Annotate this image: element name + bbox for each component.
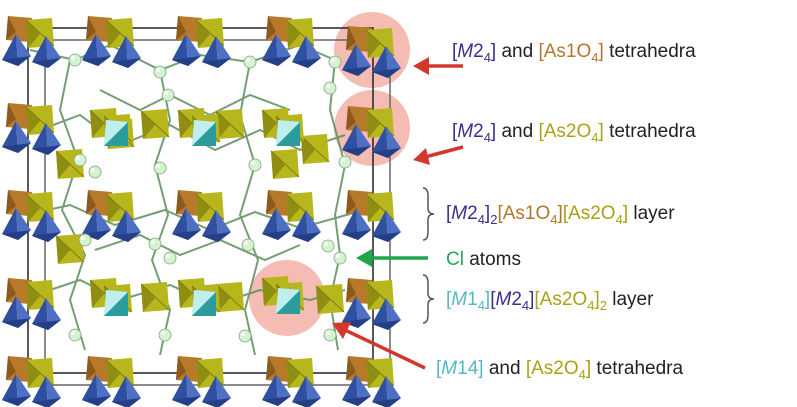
arrow-row6 [332,322,426,370]
brace-row5 [422,274,435,324]
legend-labels: [M24] and [As1O4] tetrahedra [M24] and [… [436,41,696,382]
label-row2: [M24] and [As2O4] tetrahedra [452,121,696,145]
arrow-row1 [413,57,463,75]
arrow-row2 [413,145,464,165]
label-row5: [M14][M24][As2O4]2 layer [446,289,654,313]
label-row6: [M14] and [As2O4] tetrahedra [436,358,683,382]
label-row3: [M24]2[As1O4][As2O4] layer [446,203,675,227]
annotation-arrows [332,57,464,370]
label-row4: Cl atoms [446,249,521,270]
arrow-cl [356,249,428,267]
layer-braces [422,187,435,324]
brace-row3 [422,187,435,241]
label-row1: [M24] and [As1O4] tetrahedra [452,41,696,65]
